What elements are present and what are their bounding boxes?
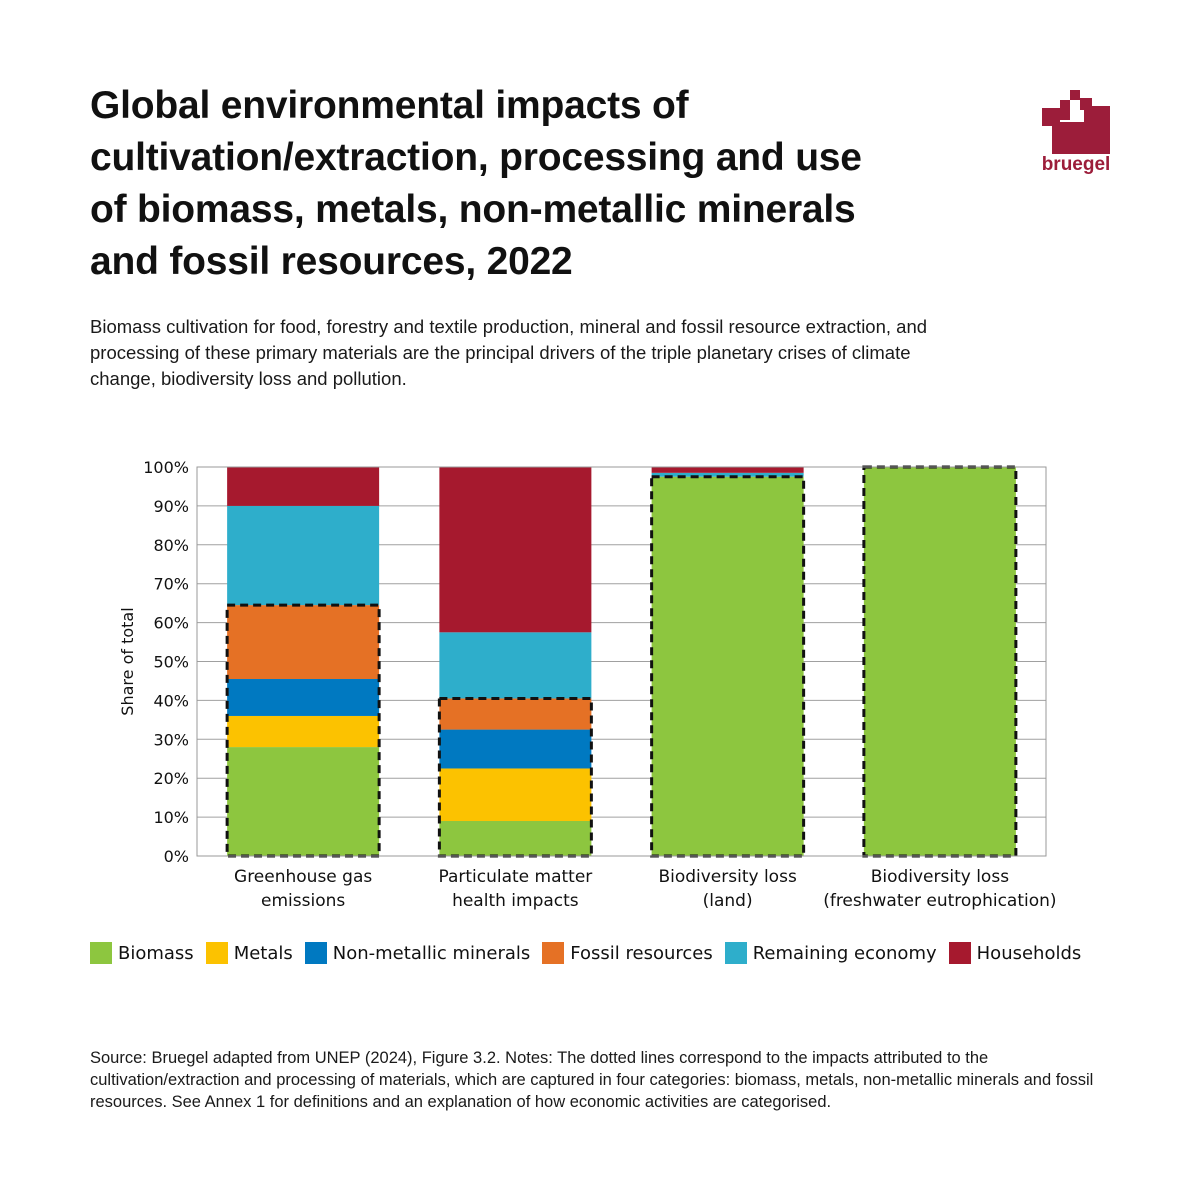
y-tick-label: 60%: [153, 614, 189, 633]
legend-swatch-biomass: [90, 942, 112, 964]
bar-segment-biomass: [863, 467, 1016, 856]
legend-label-remaining-economy: Remaining economy: [752, 942, 937, 964]
stacked-bar-chart: 0% 10% 20% 30% 40% 50% 60% 70% 80% 90% 100% Greenh…: [118, 458, 1057, 911]
legend-label-biomass: Biomass: [118, 942, 194, 964]
category-label: (freshwater eutrophication): [823, 891, 1056, 911]
legend-item-non-metallic-minerals: Non-metallic minerals: [304, 942, 531, 964]
bar-segment-metals: [227, 715, 380, 748]
category-label: health impacts: [452, 891, 579, 911]
chart-subtitle: Biomass cultivation for food, forestry a…: [90, 316, 928, 389]
y-tick-labels: 0% 10% 20% 30% 40% 50% 60% 70% 80% 90% 100%: [143, 458, 189, 866]
bar-segment-households: [439, 467, 592, 633]
legend-swatch-fossil-resources: [542, 942, 565, 964]
legend: Biomass Metals Non-metallic minerals Fos…: [90, 942, 1093, 964]
y-tick-label: 30%: [153, 730, 189, 749]
bar-segment-fossil-resources: [439, 698, 592, 730]
bar-segment-households: [227, 467, 380, 506]
title-line: of biomass, metals, non-metallic mineral…: [90, 188, 856, 231]
legend-item-fossil-resources: Fossil resources: [542, 942, 713, 964]
bars: [227, 467, 1016, 856]
legend-label-fossil-resources: Fossil resources: [570, 942, 713, 964]
category-label: emissions: [261, 891, 345, 911]
bar-segment-remaining-economy: [651, 472, 804, 477]
bar-segment-non-metallic-minerals: [439, 729, 592, 769]
legend-label-non-metallic-minerals: Non-metallic minerals: [332, 942, 531, 964]
category-labels: Greenhouse gas emissions Particulate matte…: [234, 867, 1057, 911]
category-label: (land): [703, 891, 753, 911]
legend-swatch-remaining-economy: [724, 942, 747, 964]
category-label: Particulate matter: [438, 867, 592, 887]
dotted-outline: [225, 603, 381, 858]
legend-label-metals: Metals: [233, 942, 293, 964]
bar-segment-fossil-resources: [227, 605, 380, 680]
dotted-outline: [437, 696, 593, 858]
category-label: Greenhouse gas: [234, 867, 372, 887]
source-note: Source: Bruegel adapted from UNEP (2024)…: [90, 1049, 1094, 1111]
category-label: Biodiversity loss: [658, 867, 797, 887]
legend-label-households: Households: [976, 942, 1082, 964]
y-tick-label: 10%: [153, 808, 189, 827]
y-tick-label: 70%: [153, 575, 189, 594]
bar-segment-households: [651, 467, 804, 473]
y-tick-label: 90%: [153, 497, 189, 516]
legend-item-households: Households: [948, 942, 1082, 964]
legend-item-metals: Metals: [205, 942, 293, 964]
legend-item-remaining-economy: Remaining economy: [724, 942, 937, 964]
y-tick-label: 40%: [153, 691, 189, 710]
legend-swatch-households: [948, 942, 971, 964]
plot-frame: [196, 466, 1047, 857]
chart-title: Global environmental impacts of cultivat…: [90, 80, 990, 288]
legend-swatch-non-metallic-minerals: [304, 942, 327, 964]
y-tick-label: 20%: [153, 769, 189, 788]
logo-text: bruegel: [1041, 154, 1111, 175]
bar-segment-non-metallic-minerals: [227, 679, 380, 716]
title-line: Global environmental impacts of: [90, 84, 689, 127]
title-line: and fossil resources, 2022: [90, 240, 573, 283]
bar-segment-remaining-economy: [227, 505, 380, 606]
y-axis-label: Share of total: [118, 607, 137, 715]
y-tick-label: 0%: [164, 847, 189, 866]
y-tick-label: 100%: [143, 458, 189, 477]
bruegel-logo: [1042, 90, 1110, 154]
bar-segment-biomass: [651, 476, 804, 856]
title-line: cultivation/extraction, processing and u…: [90, 136, 862, 179]
legend-swatch-metals: [205, 942, 228, 964]
bar-segment-biomass: [439, 820, 592, 856]
category-label: Biodiversity loss: [871, 867, 1010, 887]
bar-segment-metals: [439, 768, 592, 821]
legend-item-biomass: Biomass: [90, 942, 194, 964]
y-tick-label: 50%: [153, 653, 189, 672]
y-tick-label: 80%: [153, 536, 189, 555]
dotted-outline: [650, 475, 806, 858]
bar-segment-biomass: [227, 747, 380, 856]
bar-segment-remaining-economy: [439, 632, 592, 699]
